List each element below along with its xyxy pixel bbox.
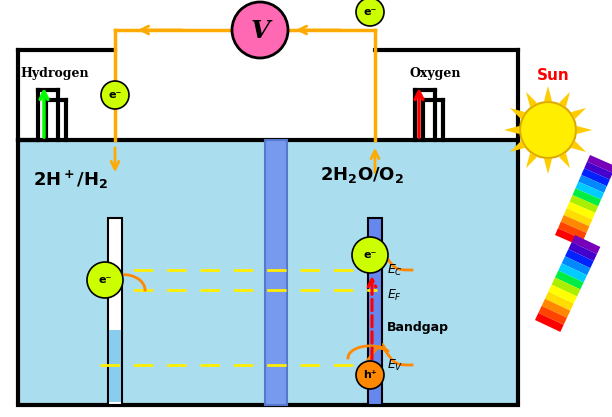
Bar: [368, 218, 382, 405]
Text: $E_C$: $E_C$: [387, 262, 403, 278]
Polygon shape: [571, 141, 586, 152]
Polygon shape: [504, 126, 520, 134]
Text: $\mathbf{2H_2O/O_2}$: $\mathbf{2H_2O/O_2}$: [320, 165, 404, 185]
Circle shape: [520, 102, 576, 158]
Text: Hydrogen: Hydrogen: [21, 67, 89, 80]
Bar: [18, 140, 518, 405]
Polygon shape: [575, 182, 604, 200]
Text: $E_V$: $E_V$: [387, 357, 403, 372]
Polygon shape: [562, 256, 591, 275]
Polygon shape: [587, 155, 612, 173]
Polygon shape: [510, 141, 525, 152]
Text: e⁻: e⁻: [364, 7, 377, 17]
Polygon shape: [555, 270, 584, 289]
Text: Sun: Sun: [537, 68, 569, 83]
Polygon shape: [544, 86, 552, 101]
Polygon shape: [572, 188, 601, 206]
Polygon shape: [561, 215, 589, 233]
Text: Oxygen: Oxygen: [409, 67, 461, 80]
Circle shape: [356, 361, 384, 389]
Circle shape: [101, 81, 129, 109]
Bar: [265, 140, 287, 405]
Polygon shape: [569, 242, 597, 261]
Polygon shape: [535, 313, 564, 332]
Text: $\mathbf{2H^+/H_2}$: $\mathbf{2H^+/H_2}$: [33, 169, 108, 191]
Text: V: V: [250, 19, 270, 43]
Polygon shape: [539, 306, 567, 325]
Circle shape: [356, 0, 384, 26]
Polygon shape: [581, 168, 610, 186]
Polygon shape: [542, 299, 570, 318]
Polygon shape: [526, 153, 537, 168]
Polygon shape: [564, 208, 592, 226]
Polygon shape: [567, 202, 595, 220]
Polygon shape: [558, 222, 586, 239]
Polygon shape: [526, 92, 537, 107]
Bar: [108, 218, 122, 405]
Text: $E_F$: $E_F$: [387, 287, 402, 303]
Polygon shape: [548, 284, 577, 304]
Polygon shape: [510, 108, 525, 119]
Polygon shape: [572, 235, 600, 254]
Text: e⁻: e⁻: [108, 90, 122, 100]
Text: Bandgap: Bandgap: [387, 321, 449, 334]
Polygon shape: [558, 263, 587, 282]
Polygon shape: [545, 291, 573, 311]
Circle shape: [232, 2, 288, 58]
Polygon shape: [555, 229, 584, 246]
Circle shape: [87, 262, 123, 298]
Bar: [109, 330, 121, 402]
Text: e⁻: e⁻: [99, 275, 111, 285]
Polygon shape: [578, 175, 607, 193]
Polygon shape: [571, 108, 586, 119]
Polygon shape: [577, 126, 592, 134]
Text: h⁺: h⁺: [363, 370, 377, 380]
Polygon shape: [565, 249, 594, 268]
Polygon shape: [559, 92, 570, 107]
Polygon shape: [559, 153, 570, 168]
Circle shape: [352, 237, 388, 273]
Text: e⁻: e⁻: [364, 250, 377, 260]
Polygon shape: [584, 162, 612, 180]
Polygon shape: [544, 159, 552, 174]
Polygon shape: [551, 277, 580, 296]
Polygon shape: [570, 195, 598, 213]
